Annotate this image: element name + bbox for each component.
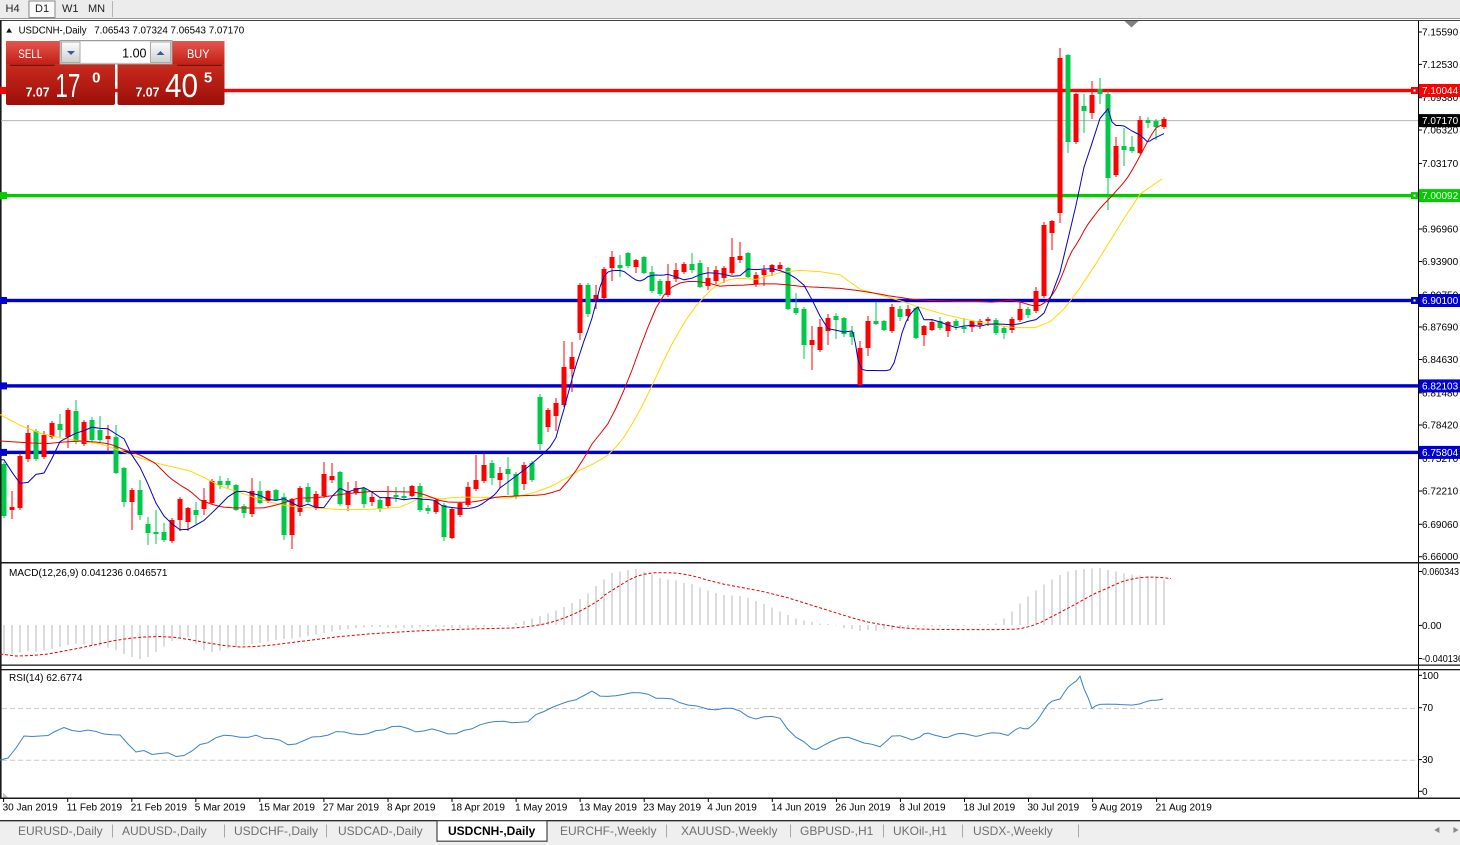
svg-text:0.00: 0.00: [1422, 621, 1442, 632]
svg-text:17: 17: [55, 67, 80, 104]
svg-text:6.96960: 6.96960: [1422, 225, 1459, 236]
svg-text:7.00092: 7.00092: [1422, 191, 1459, 202]
svg-text:30 Jan 2019: 30 Jan 2019: [3, 803, 58, 814]
svg-text:100: 100: [1422, 671, 1439, 682]
svg-text:MN: MN: [88, 3, 105, 15]
svg-text:6.66000: 6.66000: [1422, 552, 1459, 563]
svg-text:27 Mar 2019: 27 Mar 2019: [323, 803, 380, 814]
svg-text:5 Mar 2019: 5 Mar 2019: [195, 803, 246, 814]
svg-text:6.82103: 6.82103: [1422, 381, 1459, 392]
svg-text:9 Aug 2019: 9 Aug 2019: [1092, 803, 1143, 814]
svg-text:6.72210: 6.72210: [1422, 487, 1459, 498]
svg-text:7.07: 7.07: [136, 85, 160, 100]
svg-text:6.90100: 6.90100: [1422, 296, 1459, 307]
svg-text:7.10044: 7.10044: [1422, 86, 1459, 97]
svg-text:4 Jun 2019: 4 Jun 2019: [707, 803, 757, 814]
svg-text:0: 0: [92, 69, 100, 86]
svg-text:30: 30: [1422, 755, 1434, 766]
svg-text:7.03170: 7.03170: [1422, 159, 1459, 170]
svg-text:EURUSD-,Daily: EURUSD-,Daily: [18, 824, 103, 838]
svg-text:26 Jun 2019: 26 Jun 2019: [835, 803, 890, 814]
svg-text:MACD(12,26,9) 0.041236 0.04657: MACD(12,26,9) 0.041236 0.046571: [9, 568, 168, 579]
svg-text:USDCNH-,Daily: USDCNH-,Daily: [448, 824, 536, 838]
svg-text:21 Aug 2019: 21 Aug 2019: [1156, 803, 1213, 814]
svg-text:EURCHF-,Weekly: EURCHF-,Weekly: [560, 824, 656, 838]
svg-text:1 May 2019: 1 May 2019: [515, 803, 568, 814]
svg-text:6.84630: 6.84630: [1422, 355, 1459, 366]
svg-text:21 Feb 2019: 21 Feb 2019: [131, 803, 188, 814]
svg-text:6.75804: 6.75804: [1422, 448, 1459, 459]
svg-text:6.78420: 6.78420: [1422, 421, 1459, 432]
svg-text:70: 70: [1422, 703, 1434, 714]
svg-text:USDCAD-,Daily: USDCAD-,Daily: [338, 824, 423, 838]
svg-text:0: 0: [1422, 787, 1428, 798]
svg-text:40: 40: [165, 67, 198, 104]
svg-text:11 Feb 2019: 11 Feb 2019: [67, 803, 123, 814]
svg-text:6.93900: 6.93900: [1422, 257, 1459, 268]
svg-text:D1: D1: [35, 3, 49, 15]
svg-text:W1: W1: [62, 3, 79, 15]
svg-text:6.87690: 6.87690: [1422, 323, 1459, 334]
svg-text:7.12530: 7.12530: [1422, 60, 1459, 71]
svg-text:H4: H4: [6, 3, 20, 15]
svg-text:BUY: BUY: [187, 47, 210, 61]
svg-text:RSI(14) 62.6774: RSI(14) 62.6774: [9, 673, 83, 684]
svg-text:USDCHF-,Daily: USDCHF-,Daily: [234, 824, 318, 838]
svg-text:15 Mar 2019: 15 Mar 2019: [259, 803, 316, 814]
svg-text:13 May 2019: 13 May 2019: [579, 803, 637, 814]
svg-text:GBPUSD-,H1: GBPUSD-,H1: [800, 824, 874, 838]
svg-text:AUDUSD-,Daily: AUDUSD-,Daily: [122, 824, 207, 838]
svg-text:UKOil-,H1: UKOil-,H1: [893, 824, 947, 838]
svg-text:5: 5: [204, 69, 212, 86]
svg-text:7.07: 7.07: [26, 85, 50, 100]
svg-text:XAUUSD-,Weekly: XAUUSD-,Weekly: [681, 824, 777, 838]
svg-text:6.81480: 6.81480: [1422, 388, 1459, 399]
svg-text:18 Jul 2019: 18 Jul 2019: [964, 803, 1016, 814]
svg-text:SELL: SELL: [18, 47, 42, 61]
svg-text:7.07170: 7.07170: [1422, 116, 1459, 127]
svg-text:7.06320: 7.06320: [1422, 126, 1459, 137]
svg-text:6.75270: 6.75270: [1422, 454, 1459, 465]
svg-text:6.69060: 6.69060: [1422, 520, 1459, 531]
svg-text:7.15590: 7.15590: [1422, 28, 1459, 39]
svg-text:USDCNH-,Daily: USDCNH-,Daily: [19, 25, 87, 36]
svg-text:8 Jul 2019: 8 Jul 2019: [899, 803, 946, 814]
svg-text:1.00: 1.00: [122, 47, 146, 61]
svg-text:18 Apr 2019: 18 Apr 2019: [451, 803, 505, 814]
svg-text:23 May 2019: 23 May 2019: [643, 803, 701, 814]
svg-text:USDX-,Weekly: USDX-,Weekly: [973, 824, 1053, 838]
svg-text:14 Jun 2019: 14 Jun 2019: [771, 803, 826, 814]
svg-text:0.060343: 0.060343: [1422, 567, 1459, 578]
svg-text:7.06543 7.07324 7.06543 7.0717: 7.06543 7.07324 7.06543 7.07170: [94, 25, 244, 36]
svg-text:7.09380: 7.09380: [1422, 93, 1459, 104]
svg-text:30 Jul 2019: 30 Jul 2019: [1028, 803, 1080, 814]
svg-text:8 Apr 2019: 8 Apr 2019: [387, 803, 436, 814]
svg-text:-0.040136: -0.040136: [1422, 654, 1460, 665]
